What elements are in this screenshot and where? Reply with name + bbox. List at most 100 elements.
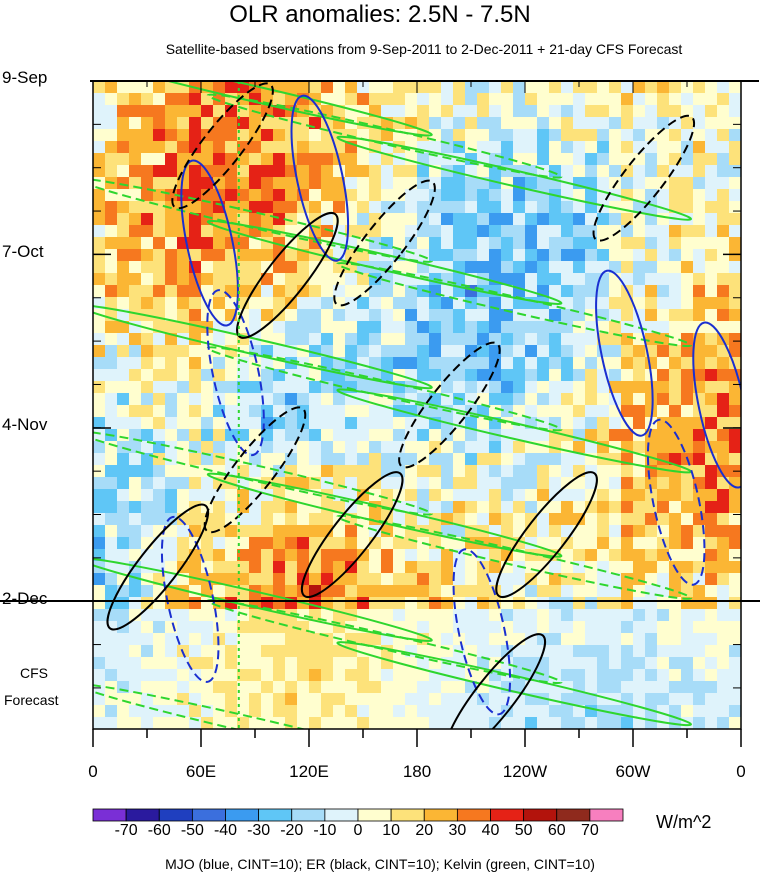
kelvin-contour: [336, 641, 692, 727]
heatmap-cell: [573, 273, 586, 286]
heatmap-cell: [585, 393, 598, 406]
heatmap-cell: [657, 117, 670, 130]
heatmap-cell: [717, 405, 730, 418]
kelvin-contour: [93, 177, 433, 263]
heatmap-cell: [285, 717, 298, 729]
heatmap-cell: [201, 93, 214, 106]
heatmap-cell: [297, 477, 310, 490]
heatmap-cell: [237, 657, 250, 670]
heatmap-cell: [417, 357, 430, 370]
heatmap-cell: [273, 537, 286, 550]
heatmap-field: [93, 81, 741, 729]
heatmap-cell: [585, 621, 598, 634]
heatmap-cell: [585, 189, 598, 202]
heatmap-cell: [645, 525, 658, 538]
heatmap-cell: [477, 705, 490, 718]
heatmap-cell: [621, 561, 634, 574]
heatmap-cell: [153, 717, 166, 729]
heatmap-cell: [129, 381, 142, 394]
heatmap-cell: [441, 549, 454, 562]
heatmap-cell: [153, 393, 166, 406]
heatmap-cell: [633, 285, 646, 298]
heatmap-cell: [645, 645, 658, 658]
heatmap-cell: [405, 165, 418, 178]
heatmap-cell: [237, 141, 250, 154]
heatmap-cell: [117, 249, 130, 262]
heatmap-cell: [153, 609, 166, 622]
heatmap-cell: [465, 93, 478, 106]
heatmap-cell: [201, 549, 214, 562]
heatmap-cell: [525, 225, 538, 238]
heatmap-cell: [705, 297, 718, 310]
heatmap-cell: [285, 453, 298, 466]
heatmap-cell: [645, 117, 658, 130]
heatmap-cell: [729, 249, 741, 262]
heatmap-cell: [117, 225, 130, 238]
heatmap-cell: [609, 105, 622, 118]
heatmap-cell: [189, 597, 202, 610]
heatmap-cell: [153, 93, 166, 106]
heatmap-cell: [513, 717, 526, 729]
heatmap-cell: [213, 297, 226, 310]
heatmap-cell: [501, 597, 514, 610]
heatmap-cell: [681, 609, 694, 622]
heatmap-cell: [369, 213, 382, 226]
heatmap-cell: [273, 705, 286, 718]
heatmap-cell: [465, 189, 478, 202]
heatmap-cell: [213, 165, 226, 178]
heatmap-cell: [549, 201, 562, 214]
contour-overlay: [93, 81, 741, 729]
heatmap-cell: [537, 525, 550, 538]
heatmap-cell: [369, 153, 382, 166]
heatmap-cell: [609, 321, 622, 334]
heatmap-cell: [657, 81, 670, 94]
heatmap-cell: [537, 573, 550, 586]
heatmap-cell: [705, 153, 718, 166]
heatmap-cell: [597, 633, 610, 646]
heatmap-cell: [657, 381, 670, 394]
heatmap-cell: [525, 705, 538, 718]
heatmap-cell: [513, 357, 526, 370]
heatmap-cell: [93, 405, 106, 418]
heatmap-cell: [189, 225, 202, 238]
heatmap-cell: [513, 477, 526, 490]
heatmap-cell: [381, 597, 394, 610]
heatmap-cell: [633, 153, 646, 166]
heatmap-cell: [489, 93, 502, 106]
heatmap-cell: [117, 345, 130, 358]
heatmap-cell: [597, 525, 610, 538]
heatmap-cell: [645, 105, 658, 118]
heatmap-cell: [717, 453, 730, 466]
heatmap-cell: [225, 705, 238, 718]
heatmap-cell: [645, 357, 658, 370]
heatmap-cell: [441, 357, 454, 370]
heatmap-cell: [549, 633, 562, 646]
heatmap-cell: [393, 705, 406, 718]
heatmap-cell: [429, 705, 442, 718]
heatmap-cell: [213, 417, 226, 430]
heatmap-cell: [333, 501, 346, 514]
heatmap-cell: [705, 105, 718, 118]
heatmap-cell: [153, 177, 166, 190]
heatmap-cell: [93, 645, 106, 658]
heatmap-cell: [645, 165, 658, 178]
heatmap-cell: [621, 489, 634, 502]
heatmap-cell: [369, 633, 382, 646]
heatmap-cell: [681, 621, 694, 634]
heatmap-cell: [513, 321, 526, 334]
heatmap-cell: [537, 489, 550, 502]
heatmap-cell: [729, 261, 741, 274]
heatmap-cell: [393, 573, 406, 586]
heatmap-cell: [729, 513, 741, 526]
heatmap-cell: [285, 261, 298, 274]
heatmap-cell: [429, 285, 442, 298]
heatmap-cell: [693, 705, 706, 718]
heatmap-cell: [117, 237, 130, 250]
heatmap-cell: [369, 309, 382, 322]
heatmap-cell: [585, 357, 598, 370]
heatmap-cell: [597, 489, 610, 502]
heatmap-cell: [117, 273, 130, 286]
heatmap-cell: [405, 93, 418, 106]
heatmap-cell: [561, 273, 574, 286]
heatmap-cell: [201, 609, 214, 622]
